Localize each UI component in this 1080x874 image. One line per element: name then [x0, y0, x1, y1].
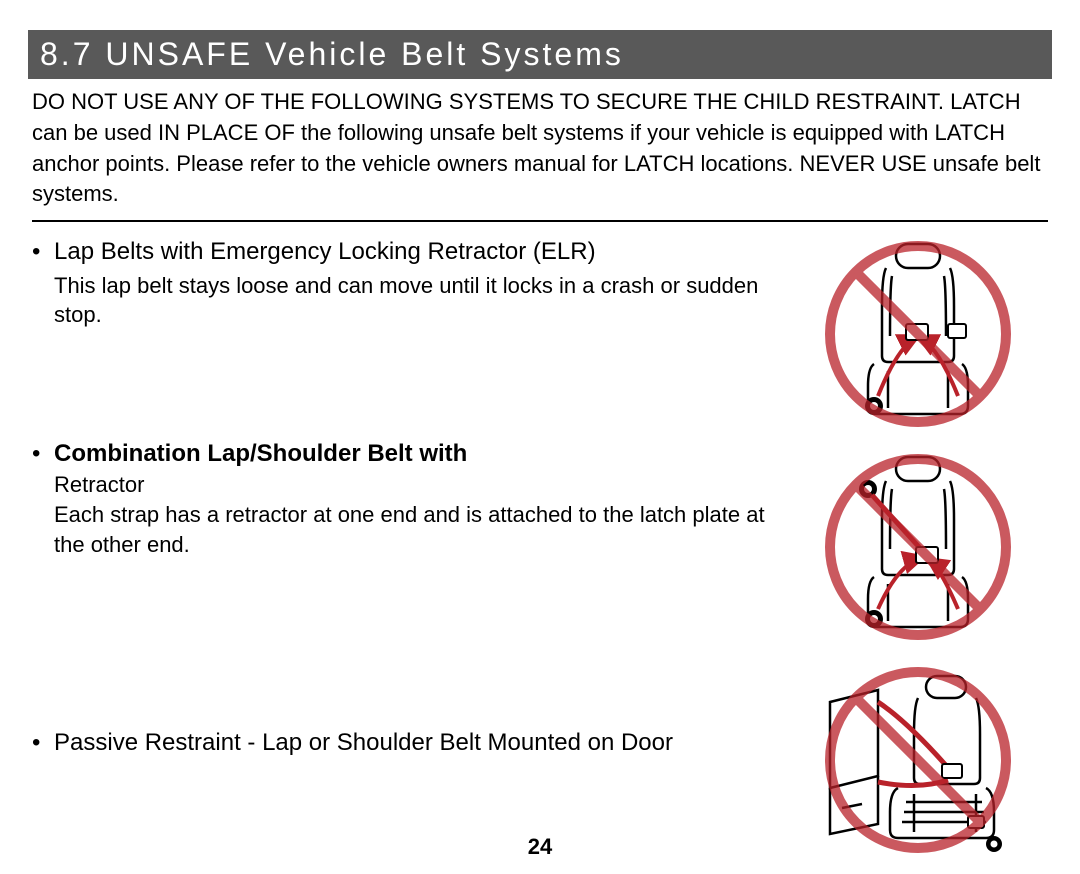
text-column: • Lap Belts with Emergency Locking Retra…	[32, 236, 788, 857]
item-title: Lap Belts with Emergency Locking Retract…	[54, 236, 596, 268]
diagram-lap-belt-elr	[818, 236, 1018, 431]
item-desc: Each strap has a retractor at one end an…	[54, 502, 765, 557]
list-item: • Combination Lap/Shoulder Belt with Ret…	[32, 438, 768, 559]
intro-inplaceof: IN PLACE OF	[158, 120, 295, 145]
item-desc: This lap belt stays loose and can move u…	[54, 271, 768, 330]
diagram-door-mounted	[818, 662, 1018, 857]
section-number: 8.7	[40, 36, 93, 72]
item-subtitle: Retractor	[54, 472, 144, 497]
bullet-icon: •	[32, 438, 54, 470]
item-title: Passive Restraint - Lap or Shoulder Belt…	[54, 727, 673, 759]
section-title: UNSAFE Vehicle Belt Systems	[105, 36, 623, 72]
list-item: • Lap Belts with Emergency Locking Retra…	[32, 236, 768, 330]
intro-neveruse: NEVER USE	[800, 151, 927, 176]
item-title: Combination Lap/Shoulder Belt with	[54, 438, 467, 470]
intro-paragraph: DO NOT USE ANY OF THE FOLLOWING SYSTEMS …	[28, 87, 1052, 210]
list-item: • Passive Restraint - Lap or Shoulder Be…	[32, 727, 768, 759]
page-number: 24	[0, 834, 1080, 860]
diagram-column	[788, 236, 1048, 857]
intro-donotuse: DO NOT USE	[32, 89, 169, 114]
divider	[32, 220, 1048, 222]
diagram-combo-retractor	[818, 449, 1018, 644]
bullet-icon: •	[32, 727, 54, 759]
section-header: 8.7 UNSAFE Vehicle Belt Systems	[28, 30, 1052, 79]
bullet-icon: •	[32, 236, 54, 268]
intro-line1-rest: ANY OF THE FOLLOWING SYSTEMS TO SECURE T…	[169, 89, 944, 114]
